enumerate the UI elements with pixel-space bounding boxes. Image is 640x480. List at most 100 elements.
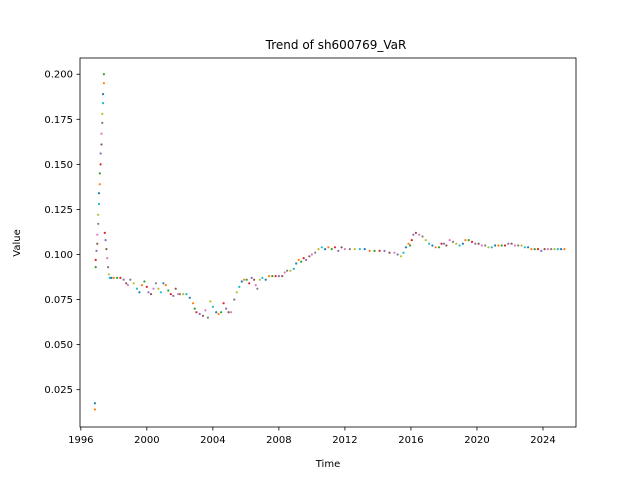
data-point [238,285,241,288]
data-point [149,293,153,296]
data-point [540,249,543,252]
data-point [451,240,455,243]
data-point [297,258,300,261]
data-point [250,276,253,279]
data-point [461,242,464,245]
data-point [103,231,106,234]
data-point [204,309,207,312]
data-point [536,248,540,251]
data-point [240,280,243,283]
data-point [105,248,108,251]
data-point [233,298,236,301]
data-point [94,258,97,261]
data-point [164,284,167,287]
data-point [560,248,563,251]
x-axis-label: Time [315,459,340,470]
data-point [104,239,107,242]
data-point [300,260,303,263]
data-point [102,102,105,105]
data-point [235,291,238,294]
data-point [274,275,277,278]
data-point [198,312,201,316]
data-point [533,248,536,251]
data-point [185,293,188,296]
data-point [353,248,356,251]
data-point [378,249,381,252]
data-point [227,311,230,314]
data-point [295,262,298,265]
data-point [418,233,421,236]
plot-frame [79,57,577,428]
data-point [112,276,115,279]
chart-title: Trend of sh600769_VaR [265,38,407,52]
data-point [490,246,493,249]
data-point [264,278,267,281]
data-point [348,248,351,251]
data-point [333,246,337,249]
data-point [393,251,396,254]
data-point [358,248,361,251]
data-point [182,293,185,296]
data-point [107,273,110,276]
data-point [132,282,135,285]
data-point [222,302,225,305]
data-point [94,266,97,269]
data-point [122,278,125,281]
data-point [503,244,507,247]
data-point [97,192,101,195]
data-point [145,285,148,288]
data-point [445,244,448,247]
data-point [396,253,399,256]
data-point [101,121,104,124]
data-point [177,293,180,296]
data-point [448,239,451,242]
data-point [147,291,150,294]
data-point [110,276,113,279]
data-point [271,275,274,278]
x-tick-label: 2020 [464,435,489,446]
data-point [464,239,467,242]
data-point [563,248,566,251]
data-point [523,246,526,249]
data-point [513,244,517,247]
data-point [474,242,477,245]
data-point [106,257,109,260]
data-point [494,244,497,247]
data-point [500,244,503,247]
data-point [159,291,162,294]
data-point [480,244,483,247]
data-point [96,242,99,245]
data-point [409,244,412,247]
data-point [254,284,257,287]
data-point [157,287,160,290]
data-point [556,248,559,251]
data-point [229,311,233,314]
data-point [209,300,212,303]
data-point [455,242,458,245]
x-tick-label: 2008 [266,435,291,446]
data-point [258,278,261,281]
data-point [211,305,214,308]
data-point [169,293,172,296]
data-point [510,242,513,245]
data-point [281,275,284,278]
data-point [215,311,218,314]
data-point [99,163,102,166]
data-point [217,312,220,316]
data-point [421,235,424,238]
y-tick-label: 0.175 [44,115,73,126]
data-point [324,248,327,251]
data-point [172,294,175,297]
data-point [368,249,371,252]
y-tick-label: 0.100 [44,250,73,261]
data-point [517,244,520,247]
data-point [458,244,461,247]
data-point [135,287,138,290]
data-point [102,73,105,76]
data-point [402,251,405,254]
data-point [154,282,157,285]
data-point [243,278,246,281]
x-tick-label: 2024 [530,435,555,446]
